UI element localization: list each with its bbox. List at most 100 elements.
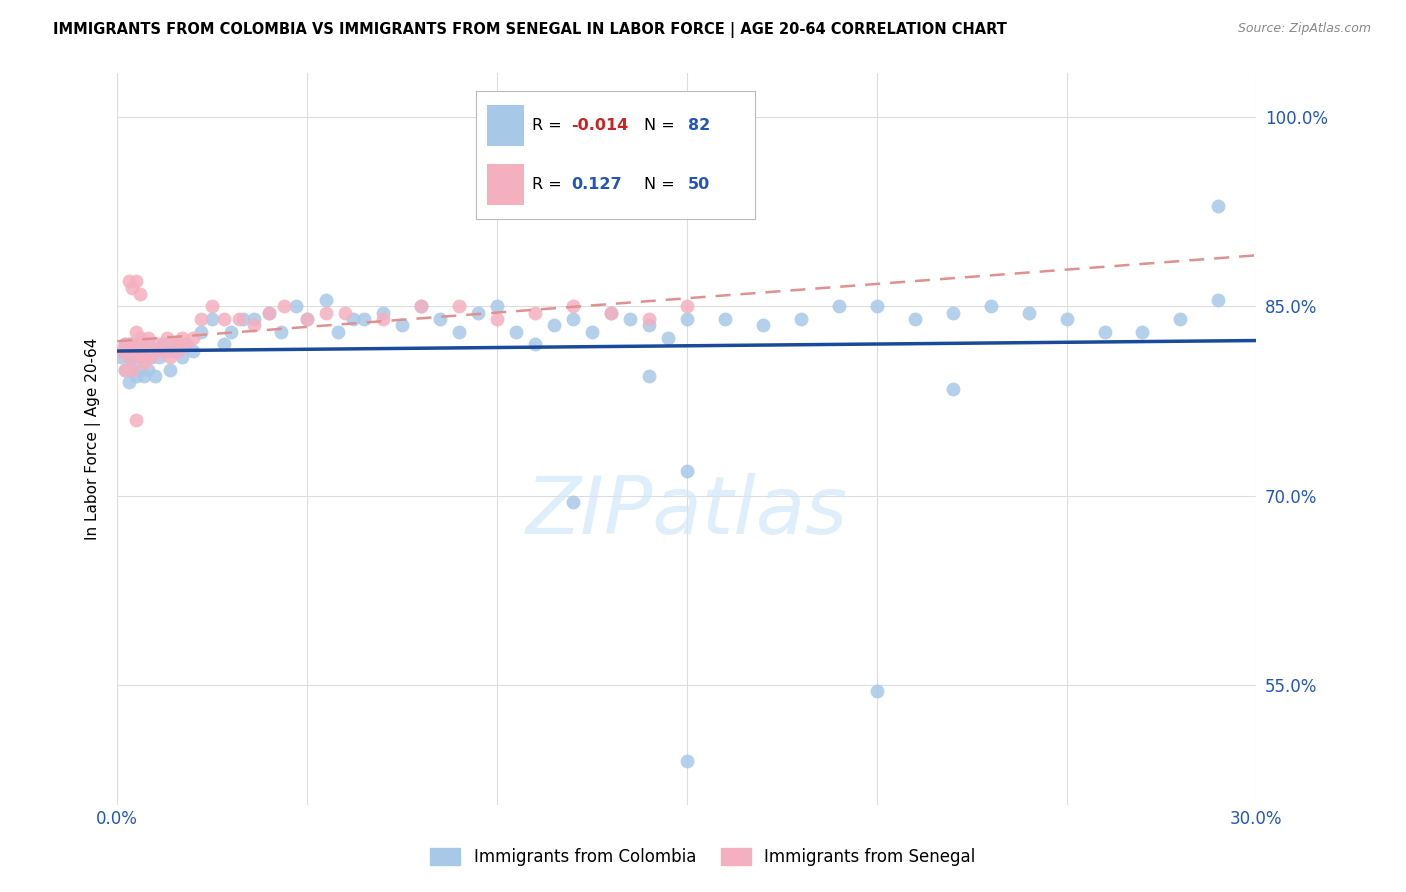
Point (129, 362, 152, 376)
Point (125, 368, 148, 383)
Point (163, 337, 186, 351)
Point (561, 300, 583, 314)
Point (132, 368, 155, 383)
Point (1056, 312, 1078, 326)
Point (132, 356, 155, 370)
Point (118, 337, 141, 351)
Point (447, 300, 470, 314)
Point (201, 312, 224, 326)
Point (485, 312, 508, 326)
Text: IMMIGRANTS FROM COLOMBIA VS IMMIGRANTS FROM SENEGAL IN LABOR FORCE | AGE 20-64 C: IMMIGRANTS FROM COLOMBIA VS IMMIGRANTS F… (53, 22, 1007, 38)
Legend: Immigrants from Colombia, Immigrants from Senegal: Immigrants from Colombia, Immigrants fro… (423, 841, 983, 873)
Point (167, 343, 190, 358)
Point (125, 343, 148, 358)
Point (270, 325, 292, 339)
Point (129, 331, 152, 345)
Point (118, 350, 141, 364)
Point (581, 325, 603, 339)
Point (619, 312, 641, 326)
Point (295, 312, 318, 326)
Point (152, 337, 174, 351)
Point (125, 325, 148, 339)
Point (391, 318, 413, 333)
Point (371, 306, 394, 320)
Point (676, 312, 699, 326)
Point (523, 337, 546, 351)
Point (523, 306, 546, 320)
Point (170, 331, 193, 345)
Point (828, 300, 851, 314)
Point (129, 343, 152, 358)
Point (148, 350, 170, 364)
Point (243, 312, 266, 326)
Point (190, 312, 212, 326)
Point (114, 362, 136, 376)
Point (148, 337, 170, 351)
Point (676, 300, 699, 314)
Text: Source: ZipAtlas.com: Source: ZipAtlas.com (1237, 22, 1371, 36)
Point (637, 318, 659, 333)
Point (333, 306, 356, 320)
Point (676, 754, 699, 768)
Point (942, 306, 965, 320)
Point (790, 312, 813, 326)
Point (637, 368, 659, 383)
Point (315, 293, 337, 308)
Point (1132, 325, 1154, 339)
Point (118, 337, 141, 351)
Point (152, 343, 174, 358)
Point (599, 306, 621, 320)
Point (561, 312, 583, 326)
Point (125, 337, 148, 351)
Point (212, 312, 235, 326)
Point (129, 286, 152, 301)
Point (599, 306, 621, 320)
Point (121, 337, 143, 351)
Point (353, 312, 375, 326)
Point (284, 300, 307, 314)
Point (219, 325, 242, 339)
Y-axis label: In Labor Force | Age 20-64: In Labor Force | Age 20-64 (86, 338, 101, 541)
Point (118, 376, 141, 390)
Point (174, 337, 197, 351)
Point (212, 337, 235, 351)
Point (714, 312, 737, 326)
Point (118, 350, 141, 364)
Point (257, 306, 280, 320)
Point (136, 362, 159, 376)
Point (141, 350, 163, 364)
Point (866, 300, 889, 314)
Point (114, 337, 136, 351)
Point (121, 337, 143, 351)
Point (467, 306, 489, 320)
Point (243, 318, 266, 333)
Point (121, 280, 143, 294)
Point (904, 312, 927, 326)
Point (121, 362, 143, 376)
Point (170, 350, 193, 364)
Point (866, 684, 889, 698)
Point (1208, 198, 1230, 212)
Point (1208, 293, 1230, 308)
Point (637, 312, 659, 326)
Point (980, 300, 1002, 314)
Point (181, 331, 204, 345)
Point (273, 300, 295, 314)
Point (156, 343, 179, 358)
Point (315, 306, 337, 320)
Point (657, 331, 679, 345)
Point (136, 343, 159, 358)
Point (676, 464, 699, 478)
Point (143, 343, 166, 358)
Point (143, 343, 166, 358)
Point (561, 495, 583, 509)
Point (190, 325, 212, 339)
Point (114, 337, 136, 351)
Text: ZIPatlas: ZIPatlas (526, 474, 848, 551)
Point (505, 325, 527, 339)
Point (409, 300, 432, 314)
Point (342, 312, 364, 326)
Point (942, 382, 965, 396)
Point (159, 350, 181, 364)
Point (156, 331, 179, 345)
